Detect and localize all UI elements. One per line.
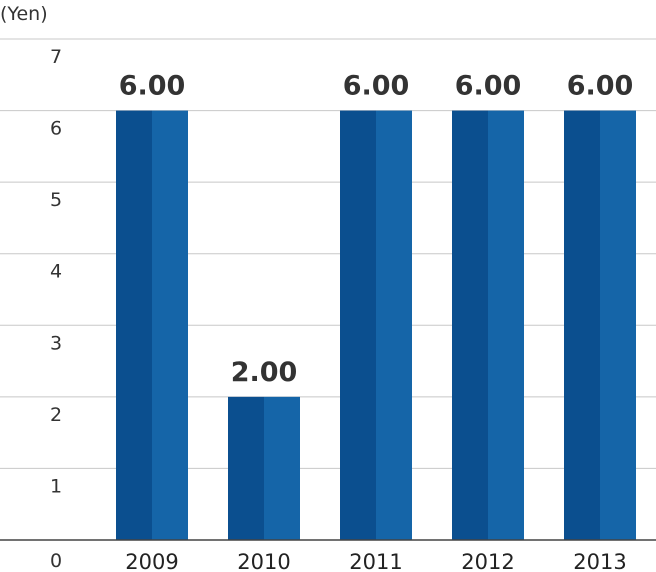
y-axis-ticks: 0 1 2 3 4 5 6 7 (50, 46, 62, 572)
x-tick-label: 2011 (349, 550, 402, 572)
bar-right-half (488, 110, 524, 541)
bar-left-half (116, 110, 152, 541)
x-axis-ticks: 2009 2010 2011 2012 2013 (125, 550, 626, 572)
data-label: 6.00 (119, 71, 186, 102)
bar-right-half (600, 110, 636, 541)
bar-2011 (340, 110, 412, 541)
x-tick-label: 2013 (573, 550, 626, 572)
bar-right-half (152, 110, 188, 541)
bar-left-half (340, 110, 376, 541)
y-tick-label: 0 (50, 550, 62, 572)
y-tick-label: 5 (50, 189, 62, 211)
data-label: 6.00 (455, 71, 522, 102)
x-tick-label: 2009 (125, 550, 178, 572)
bar-2009 (116, 110, 188, 541)
y-tick-label: 1 (50, 475, 62, 497)
bar-2010 (228, 396, 300, 540)
gridlines (0, 38, 656, 469)
bar-2013 (564, 110, 636, 541)
x-tick-label: 2012 (461, 550, 514, 572)
bar-left-half (228, 396, 264, 540)
y-axis-unit-label: (Yen) (0, 3, 48, 25)
x-tick-label: 2010 (237, 550, 290, 572)
y-tick-label: 4 (50, 261, 62, 283)
bar-left-half (452, 110, 488, 541)
y-tick-label: 2 (50, 404, 62, 426)
bar-2012 (452, 110, 524, 541)
data-label: 6.00 (567, 71, 634, 102)
bars (116, 110, 636, 541)
bar-right-half (264, 396, 300, 540)
y-tick-label: 6 (50, 118, 62, 140)
data-label: 6.00 (343, 71, 410, 102)
y-tick-label: 3 (50, 332, 62, 354)
data-label: 2.00 (231, 357, 298, 388)
bar-left-half (564, 110, 600, 541)
data-labels: 6.00 2.00 6.00 6.00 6.00 (119, 71, 634, 388)
y-tick-label: 7 (50, 46, 62, 68)
bar-right-half (376, 110, 412, 541)
